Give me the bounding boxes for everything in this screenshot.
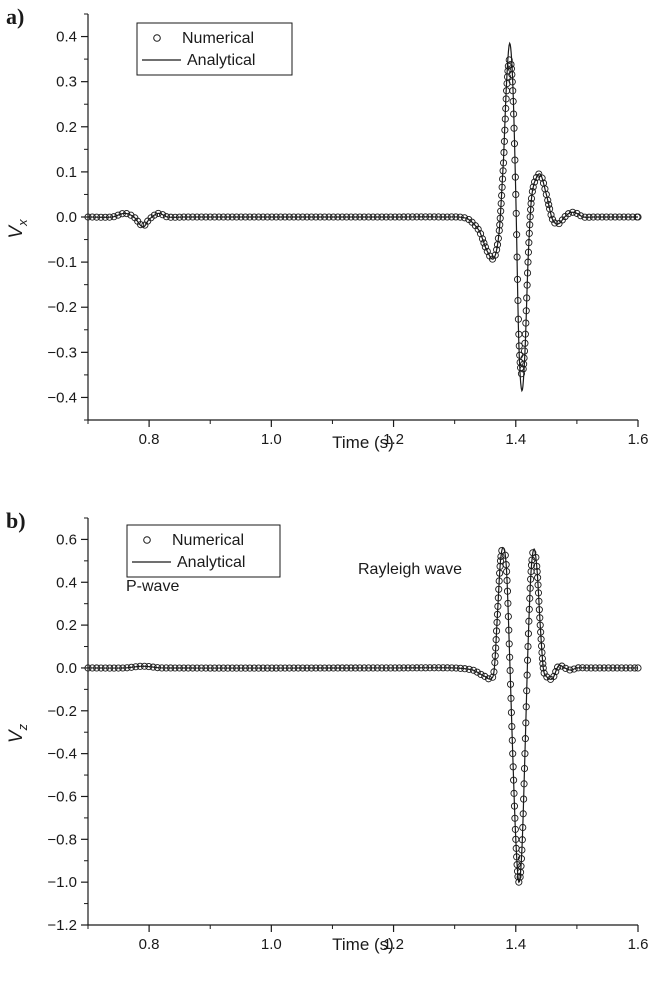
y-tick-label: 0.2 xyxy=(56,617,77,634)
legend-analytical-label: Analytical xyxy=(187,52,255,69)
y-tick-label: −0.4 xyxy=(47,389,77,406)
y-tick-label: 0.4 xyxy=(56,574,77,591)
x-tick-label: 0.8 xyxy=(139,936,160,953)
x-tick-label: 1.2 xyxy=(383,431,404,448)
numerical-point xyxy=(493,246,501,254)
y-axis-title: Vx xyxy=(6,219,30,239)
numerical-point xyxy=(481,243,489,251)
y-tick-label: 0.6 xyxy=(56,531,77,548)
numerical-point xyxy=(491,251,499,259)
numerical-point xyxy=(550,672,558,680)
legend-box xyxy=(136,22,293,76)
numerical-point xyxy=(469,666,478,674)
numerical-point xyxy=(547,211,555,219)
numerical-point xyxy=(551,219,559,227)
numerical-point xyxy=(577,212,585,220)
numerical-point xyxy=(554,663,562,671)
x-tick-label: 1.6 xyxy=(628,936,649,953)
panel-a: a) 0.8 1.0 1.2 1.4 1.6 0.4 0.3 0.2 0.1 0.0 −0.1 −0.2… xyxy=(6,4,648,452)
panel-label: b) xyxy=(6,508,26,533)
numerical-point xyxy=(150,211,158,219)
panel-label: a) xyxy=(6,4,24,29)
numerical-point xyxy=(569,208,577,216)
y-tick-label: −1.0 xyxy=(47,874,77,891)
numerical-point xyxy=(480,239,488,247)
numerical-point xyxy=(545,201,553,209)
numerical-point xyxy=(548,215,556,223)
numerical-point xyxy=(573,209,581,217)
numerical-point xyxy=(531,178,539,186)
y-tick-label: 0.1 xyxy=(56,164,77,181)
legend-numerical-marker xyxy=(153,34,161,42)
panel-b: b) 0.8 1.0 1.2 1.4 1.6 0.6 0.4 0.2 0.0 −0.2 −0.4 −0.… xyxy=(6,508,648,954)
y-tick-label: −0.4 xyxy=(47,746,77,763)
numerical-point xyxy=(473,668,481,676)
legend: Numerical Analytical xyxy=(136,22,293,76)
numerical-point xyxy=(505,56,513,64)
numerical-point xyxy=(137,221,145,229)
numerical-point xyxy=(114,211,122,219)
x-tick-label: 1.0 xyxy=(261,431,282,448)
legend-numerical-label: Numerical xyxy=(182,30,254,47)
x-tick-label: 1.6 xyxy=(628,431,649,448)
y-tick-label: 0.3 xyxy=(56,74,77,91)
y-tick-label: −0.1 xyxy=(47,254,77,271)
numerical-point xyxy=(477,670,485,678)
legend-numerical-label: Numerical xyxy=(172,532,244,549)
numerical-point xyxy=(570,665,578,673)
x-axis-title: Time (s) xyxy=(332,935,394,954)
numerical-point xyxy=(478,235,487,243)
numerical-point xyxy=(543,673,551,681)
x-tick-label: 1.4 xyxy=(505,431,526,448)
legend-box xyxy=(126,524,281,578)
legend-analytical-label: Analytical xyxy=(177,554,245,571)
y-axis-title: Vz xyxy=(6,723,30,743)
annotation-p-wave: P-wave xyxy=(126,578,179,595)
numerical-point xyxy=(474,225,482,233)
numerical-point xyxy=(481,672,489,680)
numerical-point xyxy=(544,196,552,204)
y-tick-label: 0.4 xyxy=(56,29,77,46)
y-tick-label: −0.3 xyxy=(47,344,77,361)
series-analytical-line xyxy=(88,41,638,393)
x-axis-title: Time (s) xyxy=(332,433,394,452)
numerical-point xyxy=(562,664,570,672)
numerical-point xyxy=(517,370,526,378)
numerical-point xyxy=(532,173,541,182)
y-tick-label: 0.2 xyxy=(56,119,77,136)
numerical-point xyxy=(538,174,546,182)
y-tick-label: −0.2 xyxy=(47,703,77,720)
y-tick-label: −0.8 xyxy=(47,831,77,848)
y-tick-label: −1.2 xyxy=(47,917,77,934)
legend: Numerical Analytical xyxy=(126,524,281,578)
series-analytical-line xyxy=(88,546,638,884)
annotation-rayleigh-wave: Rayleigh wave xyxy=(358,561,462,578)
x-tick-label: 1.4 xyxy=(505,936,526,953)
y-tick-label: 0.0 xyxy=(56,209,77,226)
numerical-point xyxy=(489,673,497,681)
y-tick-label: −0.2 xyxy=(47,299,77,316)
numerical-point xyxy=(552,668,560,676)
x-tick-label: 0.8 xyxy=(139,431,160,448)
series-numerical xyxy=(84,547,642,886)
numerical-point xyxy=(159,211,167,219)
x-tick-label: 1.0 xyxy=(261,936,282,953)
numerical-point xyxy=(529,183,537,191)
numerical-point xyxy=(564,210,572,218)
x-tick-label: 1.2 xyxy=(383,936,404,953)
y-tick-label: −0.6 xyxy=(47,788,77,805)
y-tick-label: 0.0 xyxy=(56,660,77,677)
legend-numerical-marker xyxy=(143,536,151,544)
